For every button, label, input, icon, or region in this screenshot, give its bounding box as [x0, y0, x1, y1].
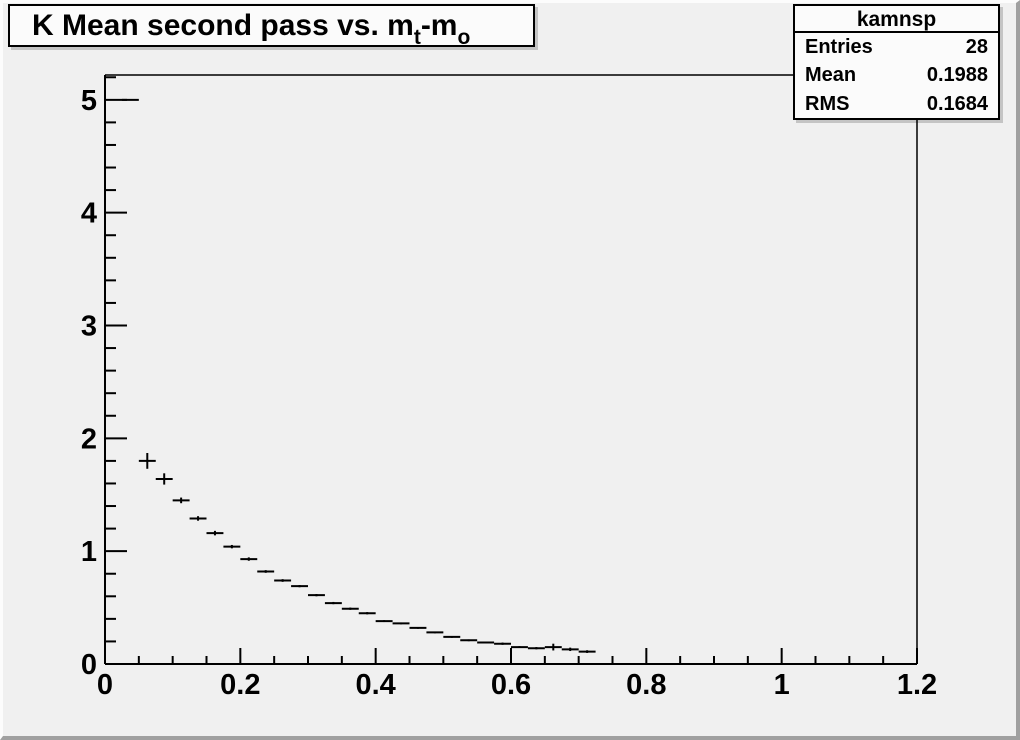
chart-title-box: K Mean second pass vs. mt-mo: [8, 4, 535, 49]
x-tick-label: 1.2: [897, 669, 937, 701]
stats-label-rms: RMS: [805, 92, 850, 115]
x-tick-label: 0.8: [626, 669, 666, 701]
y-tick-label: 4: [81, 198, 97, 230]
stats-box-title: kamnsp: [795, 6, 998, 33]
chart-title-text-2: -m: [420, 9, 458, 42]
chart-title-subscript-o: o: [457, 26, 471, 49]
y-tick-label: 5: [81, 85, 97, 117]
stats-row-entries: Entries 28: [795, 33, 998, 61]
y-tick-label: 1: [81, 536, 97, 568]
x-tick-label: 0.6: [491, 669, 531, 701]
x-tick-label: 1: [774, 669, 790, 701]
chart-title-text: K Mean second pass vs. m: [32, 9, 414, 42]
x-tick-label: 0.2: [220, 669, 260, 701]
stats-label-entries: Entries: [805, 36, 873, 58]
stats-value-rms: 0.1684: [926, 92, 988, 115]
stats-value-mean: 0.1988: [926, 64, 988, 87]
x-tick-label: 0.4: [356, 669, 396, 701]
stats-row-mean: Mean 0.1988: [795, 61, 998, 89]
stats-value-entries: 28: [965, 36, 988, 58]
stats-label-mean: Mean: [805, 64, 857, 87]
x-tick-label: 0: [97, 669, 113, 701]
y-tick-label: 2: [81, 423, 97, 455]
stats-row-rms: RMS 0.1684: [795, 90, 998, 118]
chart-title-subscript-t: t: [413, 26, 421, 49]
y-tick-label: 0: [81, 649, 97, 681]
stats-box: kamnsp Entries 28 Mean 0.1988 RMS 0.1684: [793, 4, 1000, 120]
y-tick-label: 3: [81, 310, 97, 342]
